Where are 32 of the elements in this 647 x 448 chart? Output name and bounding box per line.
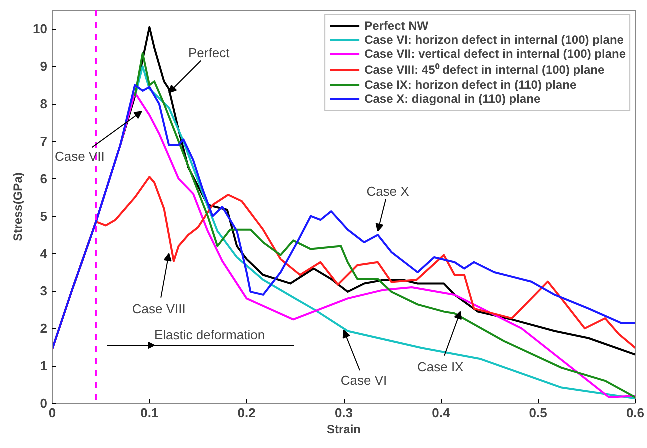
y-tick-label: 3 <box>40 284 48 299</box>
legend-label: Case IX: horizon defect in (110) plane <box>364 78 577 92</box>
y-tick-label: 1 <box>40 358 48 374</box>
annotation: Case X <box>366 184 410 199</box>
y-tick-label: 0 <box>40 396 48 411</box>
y-tick-label: 7 <box>40 134 48 149</box>
legend-label: Case X: diagonal in (110) plane <box>364 92 541 106</box>
annotation: Perfect <box>188 45 230 60</box>
x-tick-label: 0.5 <box>529 406 548 420</box>
annotation: Case VI <box>340 373 388 388</box>
y-tick-label: 2 <box>40 321 48 336</box>
y-axis-title: Stress(GPa) <box>11 172 26 242</box>
x-tick-label: 0.3 <box>334 406 354 420</box>
annotation: Case VII <box>54 149 105 164</box>
x-tick-label: 0.4 <box>432 406 451 420</box>
y-tick-label: 10 <box>33 22 48 37</box>
y-tick-label: 8 <box>40 96 48 112</box>
legend-label: Perfect NW <box>364 19 429 33</box>
legend-label: Case VI: horizon defect in internal (100) plane <box>364 33 624 47</box>
legend-label: Case VIII: 45⁰ defect in internal (100) plane <box>364 62 605 78</box>
legend-label: Case VII: vertical defect in internal (100) plane <box>364 47 626 61</box>
y-tick-label: 5 <box>40 208 48 224</box>
x-axis-title: Strain <box>326 422 362 436</box>
y-tick-label: 4 <box>40 246 48 262</box>
x-tick-label: 0.6 <box>626 406 645 420</box>
x-tick-label: 0.1 <box>140 406 159 420</box>
annotation: Case VIII <box>132 301 186 316</box>
annotation: Elastic deformation <box>154 328 266 342</box>
y-tick-label: 9 <box>40 59 48 74</box>
y-tick-label: 6 <box>40 171 48 186</box>
annotation: Case IX <box>417 359 464 374</box>
x-tick-label: 0.2 <box>238 406 256 420</box>
